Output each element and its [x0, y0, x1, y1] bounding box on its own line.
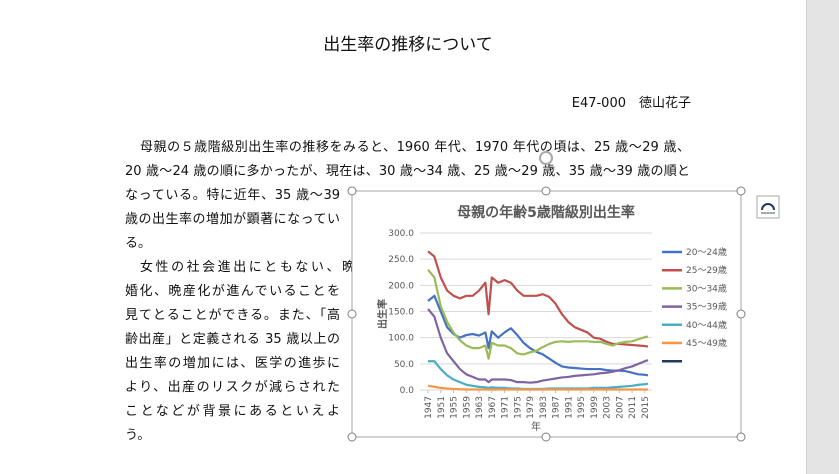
x-tick-label: 1967 — [488, 396, 498, 419]
x-tick-label: 1963 — [475, 396, 485, 419]
y-tick-label: 150.0 — [388, 308, 414, 318]
text-line: る。 — [125, 236, 152, 251]
y-axis-title: 出生率 — [376, 299, 389, 329]
y-tick-label: 250.0 — [388, 255, 414, 265]
handle[interactable] — [541, 432, 551, 442]
handles — [347, 186, 746, 442]
chart-title: 母親の年齢5歳階級別出生率 — [457, 204, 635, 221]
handle[interactable] — [736, 186, 746, 196]
x-tick-label: 1979 — [526, 396, 536, 419]
series-line — [427, 250, 649, 348]
x-tick-label: 1951 — [437, 396, 447, 419]
text-line: より、出産のリスクが減らされた — [125, 380, 340, 395]
text-line: 母親の５歳階級別出生率の推移をみると、1960 年代、1970 年代の頃は、25… — [140, 140, 690, 155]
x-tick-label: 1995 — [577, 396, 587, 419]
handle[interactable] — [736, 309, 746, 319]
x-tick-label: 1947 — [424, 396, 434, 419]
rotate-handle[interactable] — [539, 151, 553, 165]
legend-label: 25～29歳 — [686, 264, 727, 276]
text-line: う。 — [125, 428, 151, 443]
doc-title: 出生率の推移について — [323, 35, 493, 55]
legend-label: 40～44歳 — [686, 319, 727, 331]
chart-frame[interactable] — [351, 190, 742, 438]
series-line — [427, 308, 649, 384]
legend-label: 45～49歳 — [686, 337, 727, 349]
y-tick-label: 200.0 — [388, 281, 414, 291]
text-line: 婚化、晩産化が進んでいることを — [125, 284, 340, 299]
x-tick-label: 2011 — [628, 396, 638, 419]
legend-label: 30～34歳 — [686, 282, 727, 294]
legend-label: 35～39歳 — [686, 301, 727, 313]
y-tick-label: 100.0 — [388, 334, 414, 344]
x-tick-label: 1991 — [564, 396, 574, 419]
y-tick-label: 50.0 — [394, 360, 414, 370]
legend-label: 20～24歳 — [686, 246, 727, 258]
doc-author: E47-000 徳山花子 — [571, 96, 691, 111]
layout-options[interactable] — [756, 195, 780, 219]
text-line: 女性の社会進出にともない、晩 — [140, 260, 355, 275]
handle[interactable] — [347, 432, 357, 442]
x-tick-label: 1983 — [539, 396, 549, 419]
text-line: 20 歳～24 歳の順に多かったが、現在は、30 歳～34 歳、25 歳～29 … — [125, 164, 690, 179]
x-tick-label: 1987 — [552, 396, 562, 419]
series-line — [427, 268, 649, 360]
x-tick-label: 1955 — [450, 396, 460, 419]
handle[interactable] — [736, 432, 746, 442]
handle[interactable] — [541, 186, 551, 196]
x-axis-title: 年 — [531, 420, 541, 433]
x-tick-label: 1975 — [513, 396, 523, 419]
text-line: ことなどが背景にあるといえよ — [125, 404, 340, 419]
text-line: 見てとることができる。また、「高 — [125, 308, 340, 323]
x-tick-label: 2015 — [641, 396, 651, 419]
x-tick-label: 2007 — [615, 396, 625, 419]
handle[interactable] — [347, 186, 357, 196]
y-tick-label: 0.0 — [400, 386, 415, 396]
window-margin — [806, 0, 839, 474]
text-line: 出生率の増加には、医学の進歩に — [125, 356, 340, 371]
series-line — [427, 384, 648, 391]
text-line: 齢出産」と定義される 35 歳以上の — [125, 332, 340, 347]
handle[interactable] — [347, 309, 357, 319]
text-line: 歳の出生率の増加が顕著になってい — [125, 212, 340, 227]
x-tick-label: 1971 — [501, 396, 511, 419]
text-line: なっている。特に近年、35 歳～39 — [125, 188, 340, 203]
x-tick-label: 1999 — [590, 396, 600, 419]
x-tick-label: 1959 — [462, 396, 472, 419]
y-tick-label: 300.0 — [388, 229, 414, 239]
x-tick-label: 2003 — [603, 396, 613, 419]
